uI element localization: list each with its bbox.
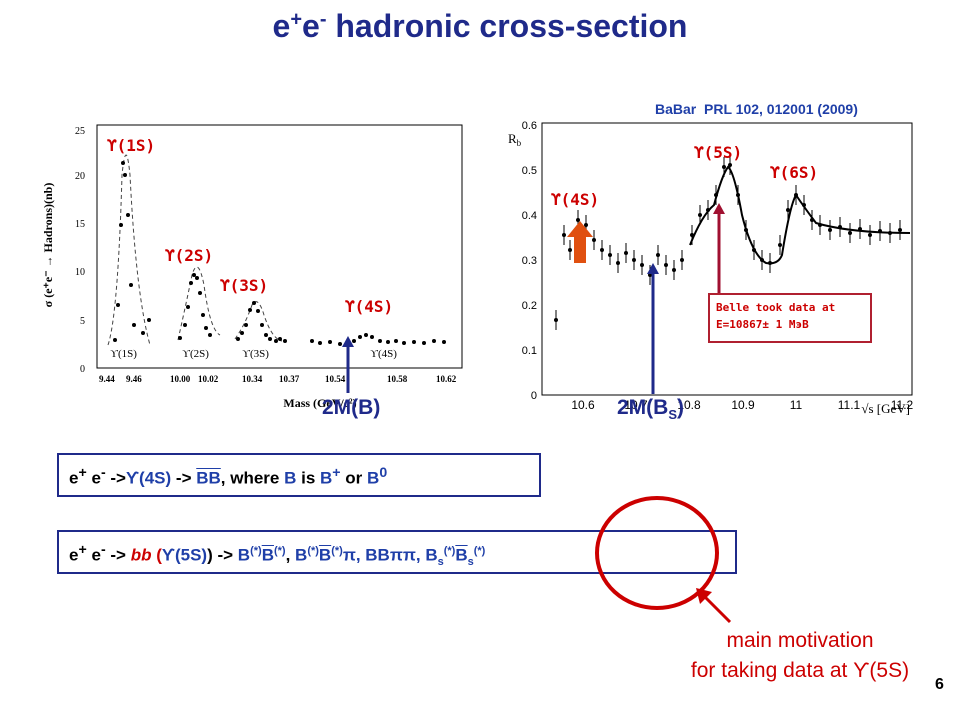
right-plot-svg: 0 0.1 0.2 0.3 0.4 0.5 0.6 10.6 10.7 10.8… — [508, 120, 914, 416]
belle-note: Belle took data at E=10867± 1 MэB — [708, 293, 872, 343]
arrow-motivation — [696, 588, 732, 624]
peak-2s-curve — [177, 266, 221, 341]
label-2mb: 2M(B) — [322, 396, 381, 419]
peak-label: ϒ(1S) — [110, 348, 137, 360]
right-ytick: 0.6 — [522, 120, 537, 132]
right-xtick: 10.6 — [571, 398, 595, 412]
right-plot: 0 0.1 0.2 0.3 0.4 0.5 0.6 10.6 10.7 10.8… — [490, 115, 930, 416]
left-xtick: 10.00 — [170, 374, 191, 384]
right-fit-curve — [689, 165, 911, 265]
right-data-points — [554, 155, 902, 330]
annot-ups-4s-left: ϒ(4S) — [345, 297, 394, 316]
babar-reference: BaBar PRL 102, 012001 (2009) — [655, 101, 858, 117]
belle-note-line1: Belle took data at — [716, 301, 836, 314]
left-data-points — [113, 161, 446, 346]
equation-box-4s: e+ e- ->ϒ(4S) -> BB, where B is B+ or B0 — [57, 453, 541, 497]
left-xtick: 10.34 — [242, 374, 263, 384]
right-ytick: 0.3 — [522, 255, 537, 267]
peak-label: ϒ(3S) — [242, 348, 269, 360]
peak-label: ϒ(2S) — [182, 348, 209, 360]
right-yticks: 0 0.1 0.2 0.3 0.4 0.5 0.6 — [522, 120, 537, 402]
left-ytick: 10 — [75, 267, 85, 278]
left-xtick: 9.46 — [126, 374, 142, 384]
page-title: e+e- hadronic cross-section — [272, 8, 688, 44]
right-xtick: 10.7 — [624, 398, 648, 412]
label-2mbs: 2M(BS) — [617, 396, 685, 423]
left-ytick: 0 — [80, 364, 85, 375]
right-xtick: 11.1 — [838, 398, 861, 412]
left-xlabel: Mass (GeV/c²) — [283, 396, 356, 410]
right-xtick: 11 — [790, 398, 803, 412]
annot-ups-6s: ϒ(6S) — [770, 163, 819, 182]
motivation-text: main motivation for taking data at ϒ(5S) — [640, 626, 960, 686]
right-plot-frame — [541, 122, 913, 396]
annot-ups-3s: ϒ(3S) — [220, 276, 269, 295]
right-ytick: 0.4 — [522, 210, 537, 222]
left-plot-svg: 0 5 10 15 20 25 9.44 9.46 10.00 10.02 10… — [41, 124, 463, 410]
annot-ups-2s: ϒ(2S) — [165, 246, 214, 265]
left-xticks: 9.44 9.46 10.00 10.02 10.34 10.37 10.54 … — [99, 374, 457, 384]
motivation-line1: main motivation — [726, 629, 874, 652]
equation-4s: e+ e- ->ϒ(4S) -> BB, where B is B+ or B0 — [69, 465, 388, 488]
left-plot: 0 5 10 15 20 25 9.44 9.46 10.00 10.02 10… — [30, 115, 470, 415]
arrow-2mbs — [647, 263, 659, 394]
left-xtick: 10.62 — [436, 374, 457, 384]
motivation-line2: for taking data at ϒ(5S) — [690, 659, 910, 682]
left-ylabel: σ (e⁺e⁻ → Hadrons)(nb) — [41, 183, 55, 308]
right-ytick: 0 — [531, 390, 537, 402]
peak-3s-curve — [234, 301, 283, 342]
right-xtick: 10.9 — [731, 398, 755, 412]
arrow-belle — [713, 203, 725, 294]
left-xtick: 10.02 — [198, 374, 219, 384]
peak-1s-curve — [107, 154, 151, 346]
left-xtick: 10.37 — [279, 374, 300, 384]
equation-box-5s: e+ e- -> bb (ϒ(5S)) -> B(*)B(*), B(*)B(*… — [57, 530, 737, 574]
left-xtick: 9.44 — [99, 374, 115, 384]
left-yticks: 0 5 10 15 20 25 — [75, 126, 85, 375]
left-ytick: 20 — [75, 171, 85, 182]
right-xticks: 10.6 10.7 10.8 10.9 11 11.1 11.2 — [571, 398, 913, 412]
peak-label: ϒ(4S) — [370, 348, 397, 360]
annot-ups-1s: ϒ(1S) — [107, 136, 156, 155]
equation-5s: e+ e- -> bb (ϒ(5S)) -> B(*)B(*), B(*)B(*… — [69, 542, 486, 569]
annot-ups-5s: ϒ(5S) — [694, 143, 743, 162]
right-xtick: 10.8 — [677, 398, 701, 412]
arrow-4s-red — [567, 221, 593, 263]
right-ytick: 0.1 — [522, 345, 537, 357]
page-number: 6 — [935, 676, 944, 693]
left-ytick: 15 — [75, 219, 85, 230]
left-plot-frame — [96, 124, 463, 369]
left-ytick: 25 — [75, 126, 85, 137]
left-ytick: 5 — [80, 316, 85, 327]
belle-note-line2: E=10867± 1 MэB — [716, 318, 809, 331]
left-peak-labels: ϒ(1S) ϒ(2S) ϒ(3S) ϒ(4S) — [110, 348, 397, 360]
right-xlabel: √s [GeV] — [861, 401, 910, 415]
arrow-2mb — [342, 336, 354, 393]
right-ytick: 0.2 — [522, 300, 537, 312]
right-ytick: 0.5 — [522, 165, 537, 177]
annot-ups-4s-right: ϒ(4S) — [551, 190, 600, 209]
right-ylabel: Rb — [508, 131, 522, 148]
right-xtick: 11.2 — [891, 398, 914, 412]
left-xtick: 10.58 — [387, 374, 408, 384]
left-xtick: 10.54 — [325, 374, 346, 384]
highlight-circle — [595, 496, 719, 610]
